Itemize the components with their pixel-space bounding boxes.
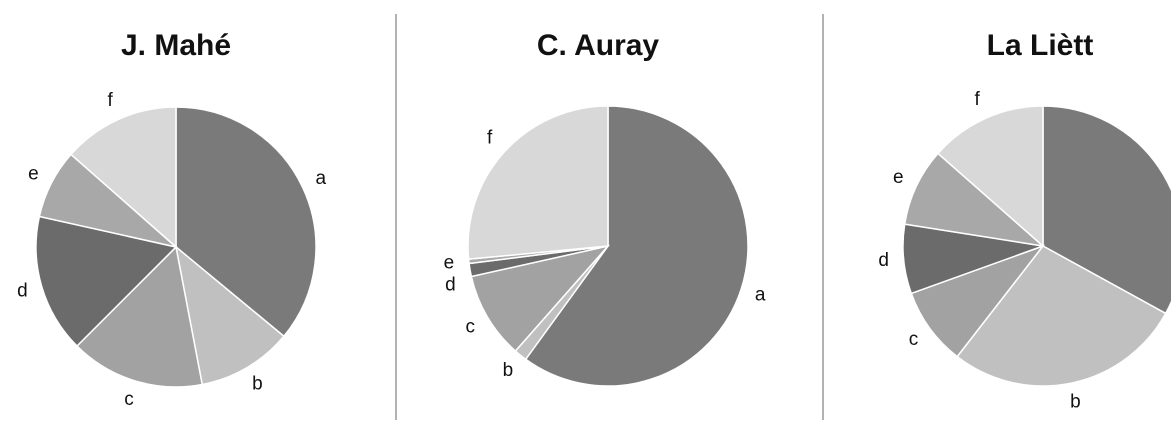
pie-slice [936,105,1044,248]
slice-label: e [28,163,39,184]
slice-label: d [878,250,889,271]
slice-label: f [487,127,493,148]
slice-label: f [975,89,981,110]
pie-slice [175,106,317,338]
pie-slice [956,245,1167,387]
pie-slice [524,105,749,387]
pie-slice [467,105,609,260]
pie-slice [35,215,178,348]
pie-slice [75,245,204,388]
slice-label: e [893,167,904,188]
chart-title: C. Auray [537,29,660,62]
pie-slice [174,245,285,386]
pie-slice [1042,105,1171,315]
slice-label: f [108,90,114,111]
pie-slice [903,152,1046,248]
slice-label: c [909,329,919,350]
pie-slice [470,244,611,353]
slice-label: d [17,281,28,302]
slice-label: a [315,168,326,189]
slice-label: e [444,253,455,274]
slice-label: b [503,360,514,381]
pie-slice [69,106,177,249]
slice-label: a [755,284,766,305]
chart-title: J. Mahé [121,29,231,62]
pie-slice [910,244,1046,358]
slice-label: b [252,374,263,395]
chart-title: La Liètt [987,29,1094,62]
slice-label: c [124,389,134,410]
slice-label: d [445,275,456,296]
slice-label: b [1070,392,1081,413]
slice-label: c [466,316,476,337]
